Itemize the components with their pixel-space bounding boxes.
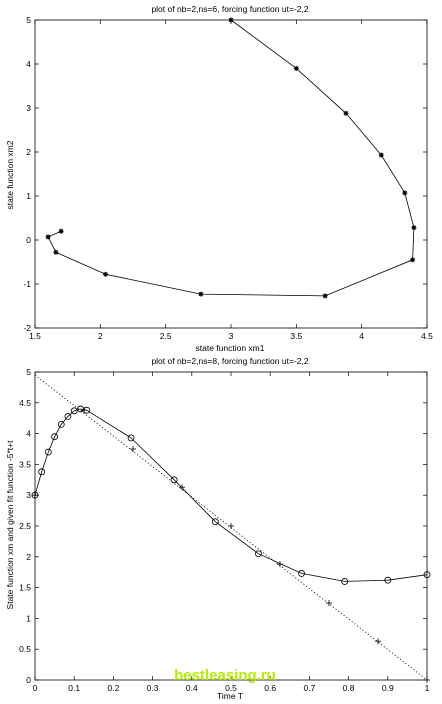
chart2-series-0-point bbox=[51, 433, 58, 441]
chart1-ytick-label: 3 bbox=[26, 103, 31, 113]
chart1-series-0-point bbox=[198, 291, 204, 297]
asterisk-marker-d2 bbox=[53, 250, 59, 255]
asterisk-marker-d2 bbox=[411, 225, 417, 230]
asterisk-marker-d2 bbox=[402, 190, 407, 196]
chart1-ytick-label: 2 bbox=[26, 147, 31, 157]
chart1-xtick-label: 1.5 bbox=[29, 331, 41, 341]
chart2-ytick-label: 0 bbox=[26, 675, 31, 685]
chart2-series-0-point bbox=[44, 448, 52, 456]
chart1-xtick-label: 2 bbox=[98, 331, 103, 341]
chart2-series-0-line bbox=[34, 408, 428, 582]
chart1-xtick-label: 3 bbox=[229, 331, 234, 341]
chart2-ytick-label: 5 bbox=[26, 367, 31, 377]
chart2-series-0-point bbox=[64, 412, 72, 420]
chart2-series-0-point bbox=[127, 434, 135, 442]
chart2-series-0-point bbox=[70, 407, 78, 415]
chart-state-trajectory: plot of nb=2,ns=6, forcing function ut=-… bbox=[5, 4, 433, 353]
chart1-ytick-label: 0 bbox=[26, 235, 31, 245]
chart2-series-1-point bbox=[179, 484, 185, 491]
asterisk-marker-d2 bbox=[228, 17, 234, 23]
chart2-series-1-point bbox=[375, 638, 381, 645]
chart1-series-0-point bbox=[378, 152, 384, 158]
chart2-ytick-label: 4 bbox=[26, 429, 31, 439]
asterisk-marker-d2 bbox=[294, 66, 299, 71]
chart2-title: plot of nb=2,ns=8, forcing function ut=-… bbox=[151, 356, 308, 366]
chart1-xtick-label: 4.5 bbox=[421, 331, 433, 341]
chart2-xtick-label: 0.4 bbox=[186, 683, 198, 693]
chart2-series-0-point bbox=[341, 578, 349, 585]
chart1-ytick-label: 5 bbox=[26, 15, 31, 25]
asterisk-marker-d2 bbox=[410, 257, 415, 262]
chart2-ytick-label: 3 bbox=[26, 490, 31, 500]
chart2-series-0-point bbox=[298, 570, 305, 577]
chart2-series-2-line bbox=[34, 374, 428, 681]
chart1-series-0-point bbox=[45, 234, 51, 240]
chart2-series-1-point bbox=[32, 492, 38, 499]
chart2-series-1-point bbox=[130, 446, 136, 452]
chart1-series-0-point bbox=[53, 249, 59, 255]
chart1-series-0-point bbox=[58, 228, 64, 234]
asterisk-marker-d2 bbox=[322, 293, 328, 299]
asterisk-marker-d2 bbox=[343, 111, 349, 116]
chart2-xtick-label: 0.1 bbox=[68, 683, 80, 693]
chart2-xtick-label: 0.3 bbox=[147, 683, 159, 693]
watermark-text: bestleasing.ru bbox=[174, 667, 276, 684]
chart2-series-0-point bbox=[57, 420, 65, 428]
chart2-series-0-point bbox=[77, 405, 84, 413]
chart1-xtick-label: 4 bbox=[359, 331, 364, 341]
chart2-xtick-label: 0.7 bbox=[303, 683, 315, 693]
asterisk-marker-d2 bbox=[58, 229, 64, 234]
chart2-series-0-point bbox=[170, 476, 178, 484]
chart2-series-0-point bbox=[211, 518, 219, 526]
chart2-series-0-point bbox=[255, 550, 262, 558]
chart2-ytick-label: 2.5 bbox=[19, 521, 31, 531]
chart1-series-0-point bbox=[293, 65, 299, 71]
chart2-xlabel: Time T bbox=[217, 691, 243, 701]
chart2-series-0-point bbox=[423, 571, 431, 579]
chart1-xtick-label: 3.5 bbox=[290, 331, 302, 341]
chart1-series-0-point bbox=[103, 271, 109, 277]
asterisk-marker-d2 bbox=[45, 234, 51, 240]
chart-time-response: plot of nb=2,ns=8, forcing function ut=-… bbox=[5, 356, 431, 701]
chart2-xtick-label: 0.9 bbox=[382, 683, 394, 693]
chart2-series-1-point bbox=[81, 407, 87, 414]
chart1-series-0-point bbox=[343, 110, 349, 116]
chart1-series-0-point bbox=[411, 225, 417, 231]
chart1-title: plot of nb=2,ns=6, forcing function ut=-… bbox=[151, 4, 308, 14]
chart1-ytick-label: 1 bbox=[26, 191, 31, 201]
chart1-series-0-line bbox=[47, 19, 415, 297]
chart1-series-0-point bbox=[322, 293, 328, 299]
chart1-xtick-label: 2.5 bbox=[160, 331, 172, 341]
chart1-ytick-label: -1 bbox=[23, 279, 31, 289]
asterisk-marker-d2 bbox=[103, 272, 108, 277]
chart1-series-0-point bbox=[402, 190, 408, 196]
asterisk-marker-d2 bbox=[379, 152, 384, 158]
chart1-ylabel: state function xm2 bbox=[5, 140, 15, 209]
chart2-ylabel: State function xm and given fit function… bbox=[5, 440, 15, 610]
chart1-series-0-point bbox=[410, 257, 416, 263]
chart2-series-0-point bbox=[384, 576, 392, 584]
chart2-ytick-label: 3.5 bbox=[19, 459, 31, 469]
chart2-xtick-label: 0.5 bbox=[225, 683, 237, 693]
chart2-xtick-label: 0.8 bbox=[343, 683, 355, 693]
chart1-xlabel: state function xm1 bbox=[196, 343, 265, 353]
chart2-xtick-label: 0.2 bbox=[107, 683, 119, 693]
asterisk-marker-d2 bbox=[198, 291, 204, 297]
chart1-plot-frame bbox=[34, 19, 428, 329]
chart1-ytick-label: 4 bbox=[26, 59, 31, 69]
chart2-xtick-label: 1 bbox=[425, 683, 430, 693]
chart2-series-1-point bbox=[326, 600, 332, 606]
chart1-ytick-label: -2 bbox=[23, 323, 31, 333]
chart2-ytick-label: 1 bbox=[26, 613, 31, 623]
chart2-xtick-label: 0.6 bbox=[264, 683, 276, 693]
chart2-ytick-label: 4.5 bbox=[19, 398, 31, 408]
chart2-xtick-label: 0 bbox=[33, 683, 38, 693]
chart2-ytick-label: 2 bbox=[26, 552, 31, 562]
chart2-series-0-point bbox=[38, 468, 46, 476]
chart2-ytick-label: 1.5 bbox=[19, 583, 31, 593]
chart1-series-0-point bbox=[228, 17, 234, 23]
chart2-ytick-label: 0.5 bbox=[19, 644, 31, 654]
chart2-series-1-point bbox=[277, 561, 283, 568]
